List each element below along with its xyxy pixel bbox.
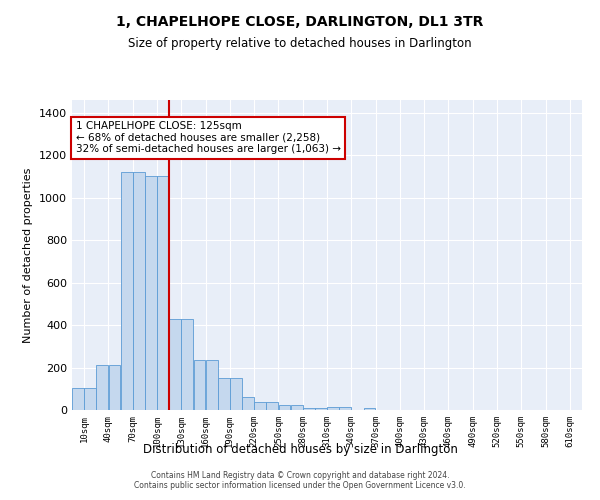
Bar: [194, 360, 205, 410]
Bar: [169, 318, 181, 410]
Bar: [133, 172, 145, 410]
Bar: [339, 407, 351, 410]
Bar: [181, 318, 193, 410]
Bar: [145, 176, 157, 410]
Bar: [278, 404, 290, 410]
Text: Size of property relative to detached houses in Darlington: Size of property relative to detached ho…: [128, 38, 472, 51]
Bar: [218, 378, 230, 410]
Bar: [72, 388, 84, 410]
Bar: [121, 172, 133, 410]
Bar: [206, 360, 218, 410]
Bar: [266, 402, 278, 410]
Bar: [84, 388, 96, 410]
Bar: [97, 366, 109, 410]
Bar: [364, 408, 376, 410]
Text: Contains HM Land Registry data © Crown copyright and database right 2024.
Contai: Contains HM Land Registry data © Crown c…: [134, 470, 466, 490]
Text: 1 CHAPELHOPE CLOSE: 125sqm
← 68% of detached houses are smaller (2,258)
32% of s: 1 CHAPELHOPE CLOSE: 125sqm ← 68% of deta…: [76, 121, 341, 154]
Bar: [303, 408, 315, 410]
Bar: [242, 398, 254, 410]
Bar: [230, 378, 242, 410]
Y-axis label: Number of detached properties: Number of detached properties: [23, 168, 34, 342]
Bar: [290, 404, 302, 410]
Text: Distribution of detached houses by size in Darlington: Distribution of detached houses by size …: [143, 442, 457, 456]
Text: 1, CHAPELHOPE CLOSE, DARLINGTON, DL1 3TR: 1, CHAPELHOPE CLOSE, DARLINGTON, DL1 3TR: [116, 15, 484, 29]
Bar: [254, 402, 266, 410]
Bar: [157, 176, 169, 410]
Bar: [327, 407, 339, 410]
Bar: [109, 366, 121, 410]
Bar: [315, 408, 327, 410]
